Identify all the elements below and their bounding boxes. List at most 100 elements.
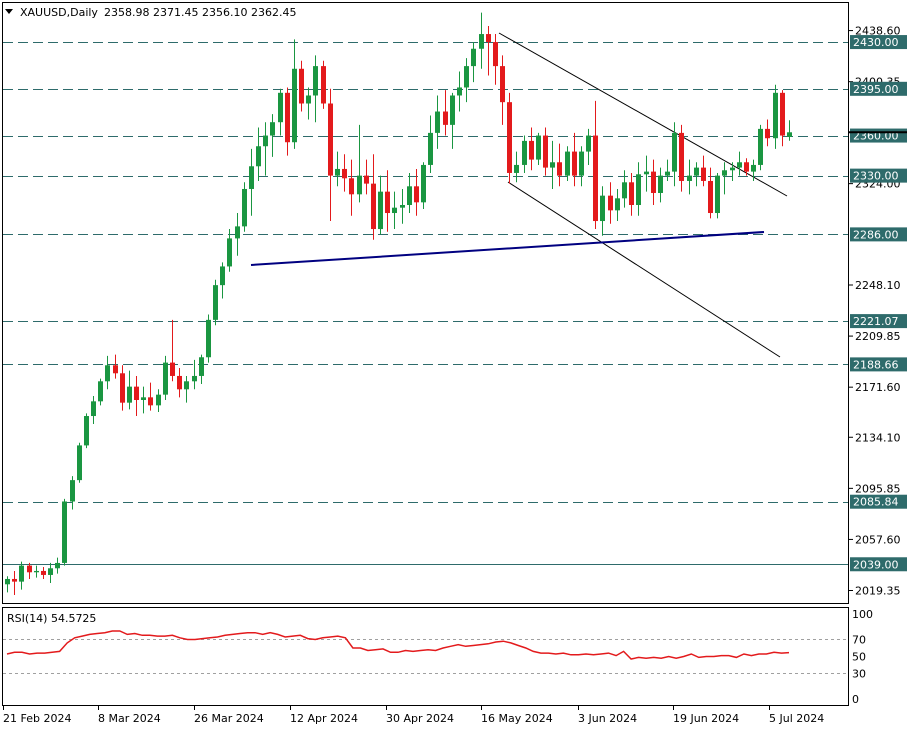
candle-body bbox=[400, 205, 405, 208]
candle-body bbox=[313, 66, 318, 96]
candle-body bbox=[55, 562, 60, 569]
candle bbox=[134, 375, 139, 417]
candle bbox=[400, 188, 405, 224]
candle bbox=[679, 124, 684, 192]
candle bbox=[127, 370, 132, 410]
candle bbox=[758, 124, 763, 171]
rsi-tick-label: 0 bbox=[852, 693, 859, 706]
candle bbox=[192, 359, 197, 390]
candle bbox=[586, 128, 591, 165]
candle-body bbox=[765, 128, 770, 139]
candle-body bbox=[464, 66, 469, 88]
price-axis[interactable]: 2438.602400.352324.002248.102209.852171.… bbox=[849, 25, 901, 598]
candle-body bbox=[220, 266, 225, 286]
candle-body bbox=[392, 207, 397, 214]
candle-body bbox=[479, 34, 484, 49]
time-axis[interactable]: 21 Feb 2024 8 Mar 2024 26 Mar 2024 12 Apr 2… bbox=[3, 706, 824, 725]
candle-body bbox=[730, 167, 735, 171]
lower-channel-trendline[interactable] bbox=[507, 181, 781, 358]
candle-body bbox=[292, 68, 297, 143]
candle-body bbox=[636, 174, 641, 206]
support-trendline[interactable] bbox=[250, 231, 765, 266]
candle bbox=[113, 354, 118, 379]
main-chart-frame bbox=[2, 2, 849, 604]
candle bbox=[62, 498, 67, 566]
level-price-label: 2395.00 bbox=[850, 81, 907, 96]
candle bbox=[651, 159, 656, 206]
candle-body bbox=[500, 66, 505, 103]
candle-body bbox=[593, 135, 598, 222]
level-label-text: 2286.00 bbox=[853, 228, 899, 241]
candle-body bbox=[414, 186, 419, 203]
candle bbox=[629, 172, 634, 216]
candle-body bbox=[242, 188, 247, 227]
candle bbox=[120, 365, 125, 411]
candle-body bbox=[694, 167, 699, 176]
candle bbox=[780, 90, 785, 147]
candle bbox=[701, 155, 706, 187]
price-tick-label: 2171.60 bbox=[855, 381, 901, 394]
candle bbox=[751, 159, 756, 181]
time-tick-label: 30 Apr 2024 bbox=[386, 712, 454, 725]
candle-body bbox=[550, 162, 555, 168]
candle bbox=[335, 151, 340, 187]
candle bbox=[493, 34, 498, 85]
candle-body bbox=[708, 180, 713, 214]
candle bbox=[321, 60, 326, 109]
level-lines bbox=[3, 42, 849, 565]
candle bbox=[385, 170, 390, 232]
candle bbox=[41, 566, 46, 579]
candle-body bbox=[758, 128, 763, 165]
candle bbox=[593, 100, 598, 230]
candle-body bbox=[127, 386, 132, 403]
time-tick-label: 3 Jun 2024 bbox=[578, 712, 637, 725]
candle bbox=[687, 159, 692, 195]
candle bbox=[213, 279, 218, 326]
candle bbox=[672, 122, 677, 187]
candle-body bbox=[780, 92, 785, 136]
candle-body bbox=[349, 178, 354, 195]
upper-channel-trendline[interactable] bbox=[498, 32, 788, 197]
candle bbox=[514, 151, 519, 183]
level-label-text: 2039.00 bbox=[853, 558, 899, 571]
candle bbox=[658, 167, 663, 203]
candle-body bbox=[572, 151, 577, 176]
dropdown-triangle-icon[interactable] bbox=[5, 9, 13, 14]
candle bbox=[156, 389, 161, 413]
candle-body bbox=[658, 175, 663, 193]
candle bbox=[457, 71, 462, 112]
trendlines bbox=[250, 32, 788, 358]
level-label-box bbox=[850, 81, 907, 96]
rsi-tick-label: 50 bbox=[852, 651, 866, 664]
candle-body bbox=[120, 373, 125, 403]
candle-body bbox=[213, 285, 218, 320]
candle-body bbox=[256, 146, 261, 167]
candle-body bbox=[579, 151, 584, 176]
candle-body bbox=[285, 92, 290, 143]
price-tick-label: 2095.85 bbox=[855, 482, 901, 495]
candle-body bbox=[737, 162, 742, 168]
candle-body bbox=[536, 135, 541, 160]
candle bbox=[543, 127, 548, 176]
candle-body bbox=[364, 175, 369, 184]
candle bbox=[105, 355, 110, 390]
candle-body bbox=[342, 168, 347, 179]
rsi-tick-label: 30 bbox=[852, 668, 866, 681]
candle-body bbox=[19, 565, 24, 582]
candle bbox=[278, 88, 283, 136]
time-tick-label: 16 May 2024 bbox=[481, 712, 553, 725]
candle bbox=[371, 154, 376, 240]
candle bbox=[148, 382, 153, 411]
rsi-tick-label: 70 bbox=[852, 634, 866, 647]
candle-body bbox=[192, 375, 197, 382]
level-label-text: 2085.84 bbox=[853, 496, 899, 509]
time-tick-label: 21 Feb 2024 bbox=[3, 712, 71, 725]
candle-body bbox=[773, 92, 778, 139]
candle bbox=[744, 158, 749, 176]
level-label-box bbox=[850, 494, 907, 509]
level-label-box bbox=[850, 227, 907, 242]
time-tick-label: 12 Apr 2024 bbox=[290, 712, 358, 725]
candle-body bbox=[378, 191, 383, 230]
candle bbox=[141, 386, 146, 414]
